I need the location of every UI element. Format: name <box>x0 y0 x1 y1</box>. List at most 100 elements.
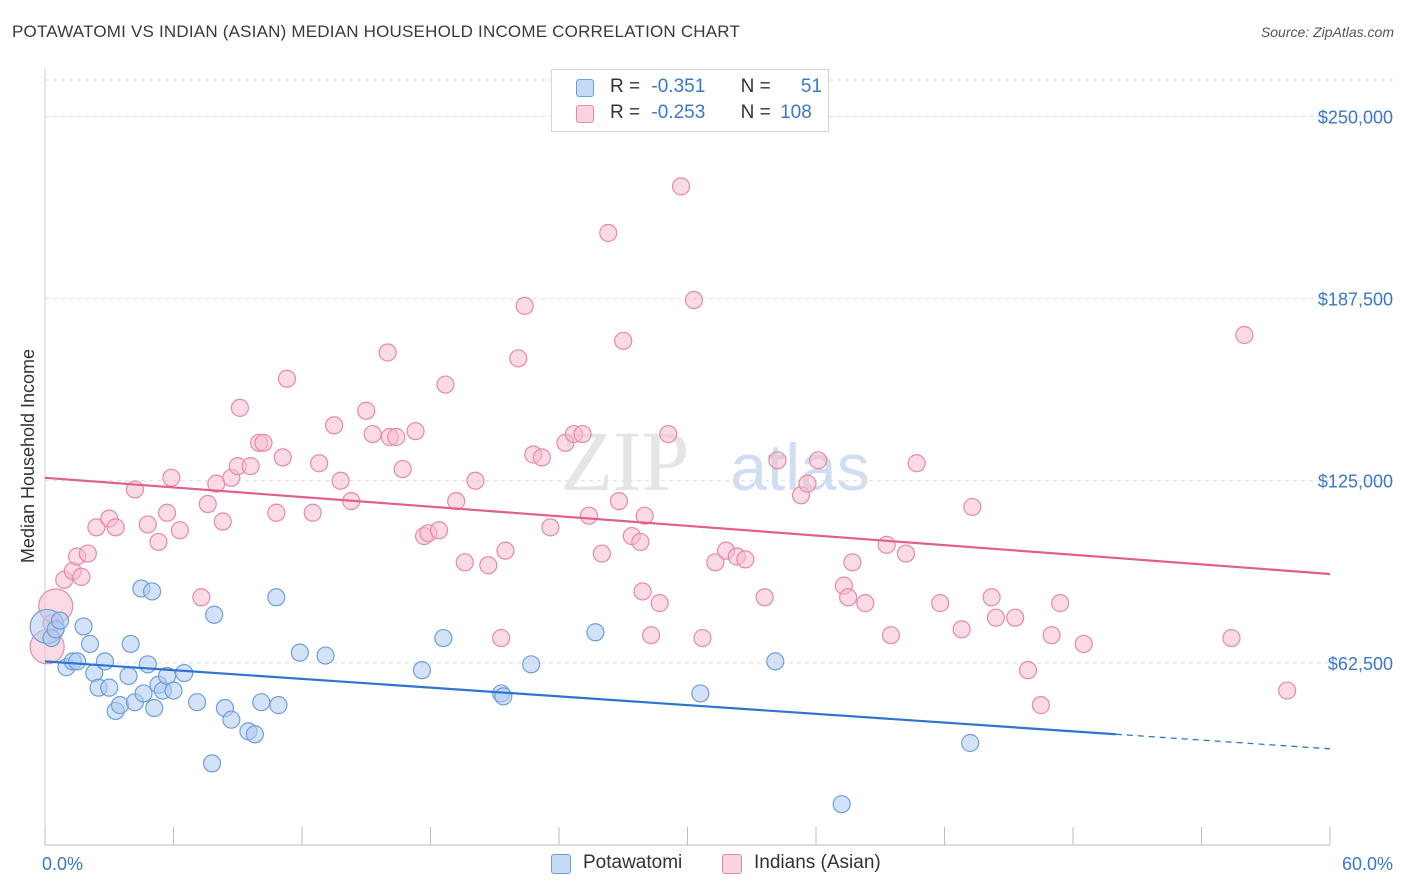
axes <box>44 68 1331 846</box>
potawatomi-point <box>164 681 183 700</box>
gridlines <box>45 79 1395 664</box>
potawatomi-point <box>434 628 453 648</box>
indians-asian-point <box>671 177 691 196</box>
indians-asian-point <box>310 454 329 473</box>
potawatomi-point <box>961 733 980 753</box>
potawatomi-point <box>202 754 222 773</box>
potawatomi-point <box>412 661 432 680</box>
r-label: R = <box>610 76 641 97</box>
potawatomi-point <box>267 588 286 607</box>
indians-asian-point <box>357 401 376 420</box>
indians-asian-point <box>170 521 190 540</box>
n-value-indians-asian: 108 <box>780 102 812 123</box>
indians-asian-point <box>1051 594 1070 613</box>
indians-asian-point <box>455 553 474 572</box>
potawatomi-point <box>68 652 87 671</box>
indians-asian-point <box>798 474 817 493</box>
indians-asian-point <box>693 628 712 648</box>
indians-asian-point <box>609 492 629 511</box>
indians-asian-point <box>986 608 1006 627</box>
indians-asian-point <box>1074 634 1093 654</box>
indians-asian-point <box>1006 608 1025 627</box>
potawatomi-point <box>522 655 541 674</box>
indians-asian-point <box>406 422 425 441</box>
indians-asian-point <box>241 457 260 476</box>
indians-asian-point <box>896 544 916 563</box>
potawatomi-point <box>269 696 288 715</box>
potawatomi-point <box>187 693 207 712</box>
indians-asian-point <box>963 497 982 517</box>
potawatomi-point <box>175 663 194 683</box>
y-tick-labels: $62,500 $125,000 $187,500 $250,000 <box>1318 107 1393 673</box>
y-tick-label: $125,000 <box>1318 472 1393 492</box>
indians-asian-point <box>641 626 661 645</box>
potawatomi-points <box>29 579 980 814</box>
potawatomi-point <box>50 611 70 630</box>
indians-asian-point <box>614 331 633 350</box>
indians-asian-point <box>78 544 97 563</box>
indians-asian-point <box>254 433 273 452</box>
potawatomi-point <box>110 696 130 715</box>
indians-asian-point <box>907 454 926 473</box>
indians-asian-point <box>952 620 971 639</box>
indians-asian-point <box>429 521 449 540</box>
series-legend: Potawatomi Indians (Asian) <box>0 852 1406 878</box>
x-tick-label-min: 0.0% <box>42 854 83 874</box>
indians-asian-point <box>393 459 412 479</box>
n-label: N = <box>740 76 771 97</box>
legend-swatch-blue <box>551 854 571 874</box>
indians-asian-point <box>982 588 1001 607</box>
indians-asian-point <box>706 553 725 572</box>
indians-asian-point <box>198 494 217 514</box>
potawatomi-point <box>245 725 264 744</box>
indians-asian-point <box>496 541 515 560</box>
y-axis-label: Median Household Income <box>18 349 38 563</box>
legend-label-potawatomi: Potawatomi <box>583 852 683 873</box>
indians-asian-point <box>856 594 875 613</box>
indians-asian-point <box>768 451 787 470</box>
indians-asian-point <box>809 451 828 470</box>
indians-asian-point <box>839 588 858 607</box>
potawatomi-point <box>586 623 605 642</box>
indians-asian-point <box>213 512 232 531</box>
indians-asian-point <box>363 424 382 444</box>
indians-asian-point <box>633 582 652 601</box>
potawatomi-point <box>134 684 153 703</box>
potawatomi-point <box>74 617 93 636</box>
source-credit: Source: ZipAtlas.com <box>1260 24 1394 40</box>
indians-asian-point <box>273 448 292 467</box>
indians-asian-point <box>931 594 950 613</box>
indians-asian-point <box>138 515 157 534</box>
indians-asian-point <box>631 532 650 552</box>
y-tick-label: $250,000 <box>1318 107 1393 127</box>
indians-asian-point <box>541 518 560 537</box>
indians-asian-point <box>599 223 618 243</box>
indians-asian-point <box>509 349 528 368</box>
r-label: R = <box>610 102 641 123</box>
potawatomi-point <box>80 634 100 654</box>
indians-asian-point <box>659 424 678 444</box>
potawatomi-point <box>138 655 157 674</box>
indians-asian-point <box>378 343 397 362</box>
x-tick-label-max: 60.0% <box>1342 854 1393 874</box>
x-tick-labels: 0.0% 60.0% <box>42 854 1393 874</box>
indians-asian-point <box>650 594 669 613</box>
potawatomi-point <box>119 666 138 686</box>
indians-asian-point <box>843 553 862 572</box>
indians-asian-point <box>1018 661 1038 680</box>
indians-asian-point <box>267 503 286 522</box>
potawatomi-trend-extension <box>1115 733 1331 750</box>
indians-asian-point <box>532 448 551 467</box>
legend-label-indians-asian: Indians (Asian) <box>754 852 881 873</box>
indians-asian-point <box>1031 696 1050 715</box>
legend-swatch-blue <box>576 79 594 97</box>
r-value-potawatomi: -0.351 <box>651 76 706 97</box>
potawatomi-point <box>832 795 851 814</box>
indians-asian-point <box>157 503 177 522</box>
indians-asian-point <box>72 567 91 586</box>
indians-asian-point <box>436 375 455 394</box>
indians-asian-point <box>877 535 896 554</box>
indians-asian-point <box>1042 626 1061 645</box>
indians-asian-trend-line <box>44 476 1331 576</box>
indians-asian-point <box>755 588 774 607</box>
